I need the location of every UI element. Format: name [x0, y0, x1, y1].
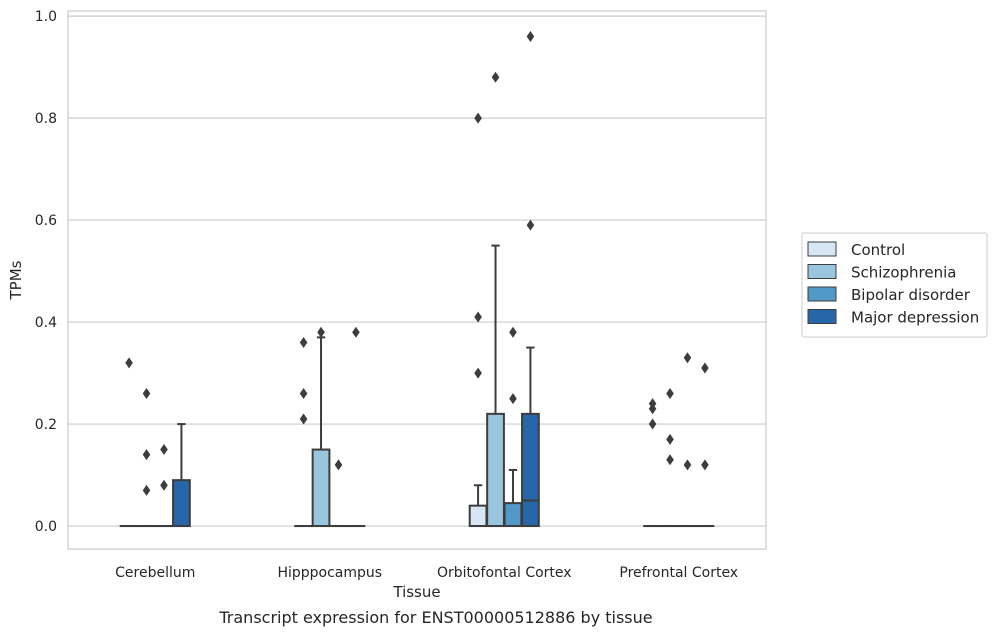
outlier-point: [648, 418, 657, 430]
boxes: [119, 30, 715, 528]
y-tick-label: 0.4: [35, 315, 57, 331]
box-control: [294, 336, 313, 528]
box-major-depression: [695, 362, 715, 528]
outlier-point: [666, 433, 674, 445]
box-bipolar-disorder: [154, 444, 174, 528]
box-control: [119, 357, 139, 528]
box-major-depression: [521, 30, 540, 528]
outlier-point: [160, 479, 168, 491]
box-bipolar-disorder: [503, 326, 523, 528]
outlier-point: [352, 326, 360, 338]
x-axis-ticks: Cerebellum Hipppocampus Orbitofontal Corte…: [115, 565, 738, 581]
box-major-depression: [346, 326, 366, 528]
legend-swatch: [807, 241, 837, 257]
box-schizophrenia: [311, 326, 331, 528]
outlier-point: [683, 459, 692, 471]
legend-label: Bipolar disorder: [851, 286, 971, 304]
outlier-point: [683, 352, 692, 364]
legend-label: Schizophrenia: [851, 264, 956, 282]
box-control: [468, 112, 488, 528]
y-tick-label: 0.2: [35, 417, 57, 433]
box-schizophrenia: [137, 387, 156, 528]
legend-swatch: [807, 286, 837, 302]
outlier-point: [701, 459, 709, 471]
outlier-point: [299, 336, 308, 348]
chart-caption: Transcript expression for ENST0000051288…: [218, 608, 652, 627]
outlier-point: [474, 112, 482, 124]
y-tick-label: 0.6: [35, 213, 57, 229]
outlier-point: [701, 362, 709, 374]
box-body: [503, 502, 523, 528]
box-bipolar-disorder: [678, 352, 697, 528]
outlier-point: [142, 449, 151, 461]
outlier-point: [666, 454, 674, 466]
outlier-point: [299, 413, 308, 425]
outlier-point: [509, 393, 517, 405]
x-tick-label: Orbitofontal Cortex: [437, 565, 572, 581]
outlier-point: [526, 219, 535, 231]
box-body: [486, 412, 505, 528]
outlier-point: [491, 71, 500, 83]
outlier-point: [666, 387, 674, 399]
box-body: [172, 479, 191, 528]
box-major-depression: [172, 423, 191, 528]
y-axis-ticks: 0.0 0.2 0.4 0.6 0.8 1.0: [35, 9, 57, 535]
outlier-point: [299, 387, 308, 399]
box-body: [468, 504, 488, 528]
outlier-point: [474, 367, 482, 379]
x-axis-label: Tissue: [392, 583, 440, 601]
outlier-point: [648, 403, 657, 415]
y-axis-label: TPMs: [7, 260, 25, 300]
outlier-point: [509, 326, 517, 338]
outlier-point: [526, 30, 535, 42]
legend-swatch: [807, 264, 837, 279]
legend-label: Major depression: [851, 309, 979, 327]
outlier-point: [334, 459, 343, 471]
legend-label: Control: [851, 241, 905, 259]
x-tick-label: Prefrontal Cortex: [619, 565, 738, 581]
legend: Control Schizophrenia Bipolar disorder Majo…: [801, 232, 988, 338]
outlier-point: [317, 326, 325, 338]
y-tick-label: 1.0: [35, 9, 57, 25]
gridlines: [68, 15, 766, 527]
y-tick-label: 0.8: [35, 111, 57, 127]
box-schizophrenia: [486, 71, 505, 528]
outlier-point: [142, 387, 151, 399]
outlier-point: [160, 444, 168, 456]
box-schizophrenia: [660, 387, 680, 528]
box-bipolar-disorder: [329, 459, 348, 528]
box-control: [643, 398, 662, 528]
y-tick-label: 0.0: [35, 519, 57, 535]
outlier-point: [142, 484, 151, 496]
outlier-point: [125, 357, 133, 369]
outlier-point: [474, 311, 482, 323]
plot-area-frame: [67, 10, 767, 550]
x-tick-label: Cerebellum: [115, 565, 195, 581]
legend-swatch: [807, 309, 837, 324]
box-body: [521, 412, 540, 528]
x-tick-label: Hipppocampus: [277, 565, 382, 581]
box-body: [311, 448, 331, 528]
legend-frame: [801, 232, 988, 338]
